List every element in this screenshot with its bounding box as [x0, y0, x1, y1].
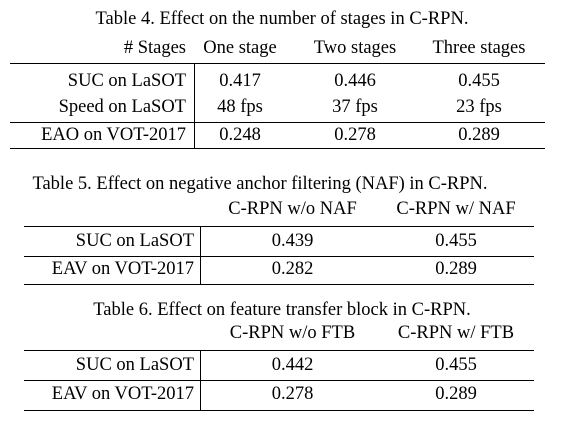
table-5-header-without-naf: C-RPN w/o NAF	[228, 199, 357, 219]
table-6: Table 6. Effect on feature transfer bloc…	[24, 300, 534, 411]
table-5-caption: Table 5. Effect on negative anchor filte…	[32, 174, 488, 194]
table-6-row-rule	[24, 380, 534, 381]
table-5-header-rule	[24, 226, 534, 227]
table-6-header-with-ftb: C-RPN w/ FTB	[397, 323, 515, 343]
table-5-cell: 0.439	[271, 231, 314, 251]
table-4-header-rule	[10, 63, 545, 64]
table-6-row-label: SUC on LaSOT	[75, 355, 194, 375]
table-6-cell: 0.289	[435, 384, 477, 404]
table-4-cell: 37 fps	[332, 97, 378, 117]
table-6-bottom-rule	[24, 410, 534, 411]
table-4-header-one-stage: One stage	[203, 38, 277, 58]
table-4-header-three-stages: Three stages	[432, 38, 526, 58]
table-4-cell: 0.417	[219, 71, 261, 91]
table-4-row-rule	[10, 122, 545, 123]
table-4-cell: 0.278	[334, 125, 376, 145]
table-6-header-rule	[24, 350, 534, 351]
table-4-cell: 48 fps	[217, 97, 263, 117]
table-5-bottom-rule	[24, 284, 534, 285]
table-6-cell: 0.455	[435, 355, 477, 375]
table-5-header-with-naf: C-RPN w/ NAF	[396, 199, 516, 219]
table-5-row-rule	[24, 256, 534, 257]
table-4-caption: Table 4. Effect on the number of stages …	[95, 9, 469, 29]
table-4-row-label: EAO on VOT-2017	[41, 125, 186, 145]
table-4-column-divider	[194, 63, 195, 148]
table-4-row-label: Speed on LaSOT	[58, 97, 186, 117]
table-5: Table 5. Effect on negative anchor filte…	[24, 174, 534, 285]
table-5-row-label: EAV on VOT-2017	[51, 259, 194, 279]
table-5-cell: 0.289	[435, 259, 477, 279]
table-6-cell: 0.442	[271, 355, 314, 375]
table-6-caption: Table 6. Effect on feature transfer bloc…	[93, 300, 471, 320]
table-4-header-two-stages: Two stages	[313, 38, 397, 58]
table-4-bottom-rule	[10, 148, 545, 149]
table-5-column-divider	[200, 226, 201, 284]
table-4: Table 4. Effect on the number of stages …	[0, 0, 564, 150]
table-5-cell: 0.282	[271, 259, 314, 279]
table-6-header-without-ftb: C-RPN w/o FTB	[229, 323, 356, 343]
table-4-row-label: SUC on LaSOT	[67, 71, 186, 91]
table-4-cell: 0.248	[219, 125, 261, 145]
table-5-cell: 0.455	[435, 231, 477, 251]
table-4-cell: 23 fps	[456, 97, 502, 117]
table-5-row-label: SUC on LaSOT	[75, 231, 194, 251]
table-4-cell: 0.289	[458, 125, 500, 145]
table-4-header-stages: # Stages	[123, 38, 186, 58]
table-4-cell: 0.446	[334, 71, 376, 91]
table-4-cell: 0.455	[458, 71, 500, 91]
table-6-row-label: EAV on VOT-2017	[51, 384, 194, 404]
table-6-cell: 0.278	[271, 384, 314, 404]
